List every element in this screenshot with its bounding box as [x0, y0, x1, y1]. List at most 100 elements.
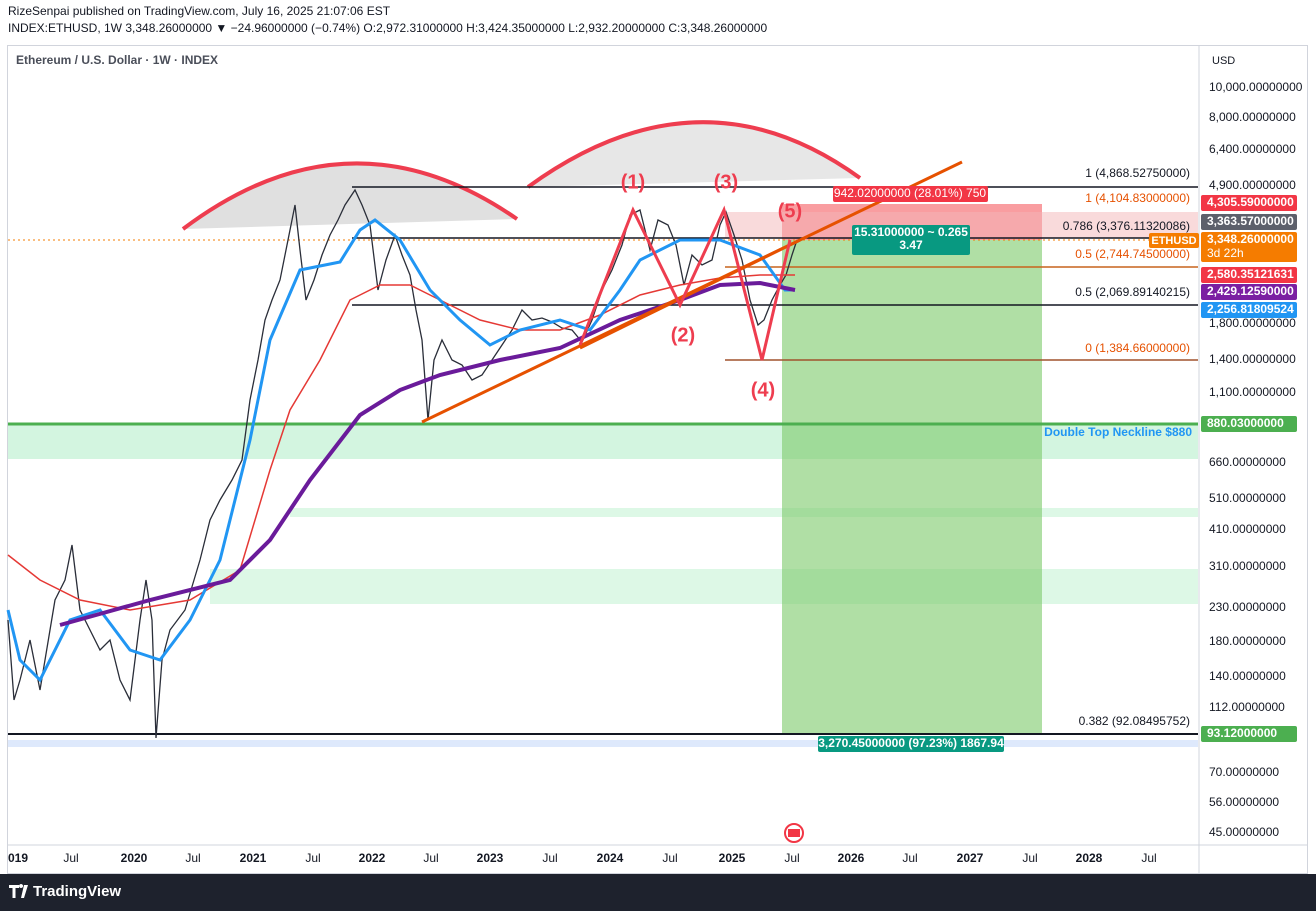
x-tick-label: Jul	[63, 851, 78, 865]
zone	[290, 508, 1198, 517]
arc-fill	[183, 163, 517, 229]
stop-text: 942.02000000 (28.01%) 750	[834, 186, 986, 200]
y-tick-label: 10,000.00000000	[1209, 80, 1303, 94]
arc-fill	[528, 122, 860, 187]
neckline-note: Double Top Neckline $880	[1044, 425, 1192, 439]
x-tick-label: Jul	[305, 851, 320, 865]
x-tick-label: 2023	[477, 851, 504, 865]
price-badge-label: 93.12000000	[1207, 726, 1277, 740]
y-tick-label: 140.00000000	[1209, 669, 1286, 683]
wave-label: (1)	[621, 171, 645, 193]
x-tick-label: 019	[8, 851, 28, 865]
fib-label: 0.382 (92.08495752)	[1079, 714, 1190, 728]
price-badge	[1201, 302, 1297, 318]
zone	[210, 569, 1198, 604]
wave-label: (5)	[778, 200, 802, 222]
ma-red	[7, 274, 795, 611]
price-badge-label: 880.03000000	[1207, 416, 1284, 430]
y-tick-label: 660.00000000	[1209, 455, 1286, 469]
price-badge	[1201, 284, 1297, 300]
footer-logo: TradingView	[33, 883, 121, 900]
target-text: 3,270.45000000 (97.23%) 1867.94	[818, 736, 1004, 750]
fib-label: 0.5 (2,744.74500000)	[1075, 247, 1190, 261]
ratio-text: 3.47	[899, 238, 923, 252]
price-badge	[1201, 214, 1297, 230]
x-tick-label: Jul	[185, 851, 200, 865]
x-tick-label: 2028	[1076, 851, 1103, 865]
price-badge-label: 4,305.59000000	[1207, 195, 1294, 209]
y-tick-label: 230.00000000	[1209, 600, 1286, 614]
unit: USD	[1212, 55, 1235, 67]
price-badge	[1201, 726, 1297, 742]
y-tick-label: 310.00000000	[1209, 559, 1286, 573]
y-tick-label: 410.00000000	[1209, 522, 1286, 536]
fib-label: 0.786 (3,376.11320086)	[1063, 219, 1190, 233]
x-tick-label: Jul	[1022, 851, 1037, 865]
zone	[8, 740, 1198, 747]
y-tick-label: 1,100.00000000	[1209, 385, 1296, 399]
symbol-name: ETHUSD	[1151, 235, 1196, 247]
price-badge	[1201, 195, 1297, 211]
y-tick-label: 1,400.00000000	[1209, 352, 1296, 366]
price-badge	[1201, 232, 1297, 262]
price-badge-label: 3,363.57000000	[1207, 214, 1294, 228]
arc	[181, 161, 519, 231]
x-tick-label: 2024	[597, 851, 624, 865]
wave-path	[578, 205, 792, 361]
price-badge	[1201, 416, 1297, 432]
price-badge-label: 2,580.35121631	[1207, 267, 1294, 281]
logo-icon	[9, 884, 28, 898]
target-box	[782, 240, 1042, 735]
x-tick-label: 2026	[838, 851, 865, 865]
x-tick-label: 2021	[240, 851, 267, 865]
publisher: RizeSenpai published on TradingView.com,…	[8, 4, 391, 18]
fib-label: 1 (4,104.83000000)	[1085, 191, 1190, 205]
stop-badge	[833, 186, 988, 202]
y-tick-label: 4,900.00000000	[1209, 178, 1296, 192]
x-tick-label: 2020	[121, 851, 148, 865]
x-tick-label: Jul	[542, 851, 557, 865]
x-tick-label: Jul	[1141, 851, 1156, 865]
x-tick-label: Jul	[784, 851, 799, 865]
y-tick-label: 8,000.00000000	[1209, 110, 1296, 124]
y-tick-label: 6,400.00000000	[1209, 142, 1296, 156]
frame	[7, 45, 1308, 874]
event-icon-flag	[788, 829, 800, 837]
y-tick-label: 510.00000000	[1209, 491, 1286, 505]
ma-purple	[59, 280, 796, 627]
x-tick-label: Jul	[423, 851, 438, 865]
footer-bar	[0, 874, 1316, 911]
price-badge-label: 2,429.12590000	[1207, 284, 1294, 298]
price-badge-label: 2,256.81809524	[1207, 302, 1294, 316]
price-badge	[1201, 267, 1297, 283]
price-badge-label: 3,348.26000000	[1207, 232, 1294, 246]
ratio-badge	[852, 225, 970, 255]
trendline	[579, 238, 801, 350]
ratio-text: 15.31000000 ~ 0.265	[854, 225, 968, 239]
wave-label: (2)	[671, 324, 695, 346]
fib-label: 0.5 (2,069.89140215)	[1075, 285, 1190, 299]
y-tick-label: 112.00000000	[1209, 700, 1285, 714]
wave-label: (3)	[714, 171, 738, 193]
symbol-line: INDEX:ETHUSD, 1W 3,348.26000000 ▼ −24.96…	[8, 21, 767, 35]
target-badge	[818, 736, 1004, 752]
price-series	[7, 188, 798, 739]
wave-label: (4)	[751, 379, 775, 401]
y-tick-label: 45.00000000	[1209, 825, 1279, 839]
x-tick-label: Jul	[662, 851, 677, 865]
x-tick-label: 2025	[719, 851, 746, 865]
y-tick-label: 56.00000000	[1209, 795, 1279, 809]
y-tick-label: 180.00000000	[1209, 634, 1286, 648]
countdown: 3d 22h	[1207, 246, 1244, 260]
arc	[526, 120, 862, 189]
fib-label: 1 (4,868.52750000)	[1085, 166, 1190, 180]
x-tick-label: 2022	[359, 851, 386, 865]
legend: Ethereum / U.S. Dollar · 1W · INDEX	[16, 53, 218, 67]
y-tick-label: 1,800.00000000	[1209, 316, 1296, 330]
fib-label: 0 (1,384.66000000)	[1085, 341, 1190, 355]
y-tick-label: 70.00000000	[1209, 765, 1279, 779]
x-tick-label: 2027	[957, 851, 984, 865]
symbol-badge	[1149, 233, 1199, 248]
